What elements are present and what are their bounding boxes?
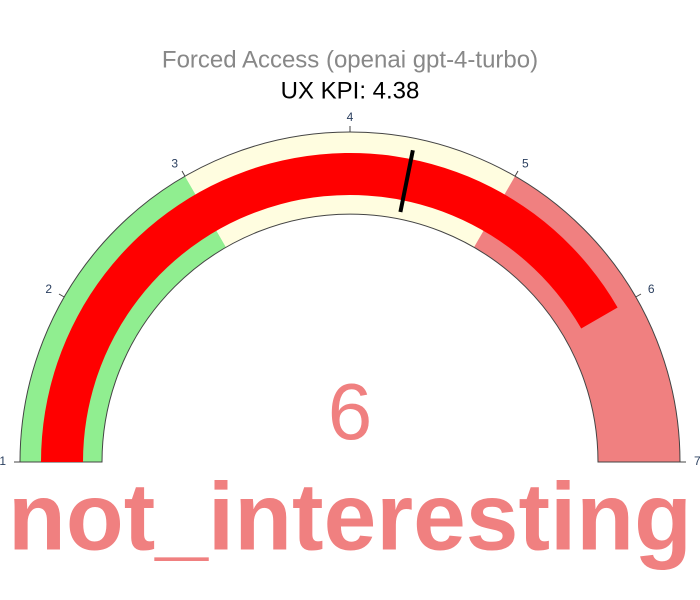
tick-mark bbox=[58, 293, 65, 298]
tick-label: 3 bbox=[171, 156, 178, 170]
tick-label: 7 bbox=[694, 454, 700, 468]
tick-label: 1 bbox=[0, 454, 6, 468]
tick-label: 2 bbox=[45, 282, 52, 296]
gauge-bar bbox=[41, 152, 618, 462]
tick-label: 4 bbox=[347, 110, 354, 124]
tick-label: 6 bbox=[648, 282, 655, 296]
tick-mark bbox=[635, 293, 642, 298]
tick-label: 5 bbox=[522, 156, 529, 170]
tick-mark bbox=[181, 170, 186, 177]
tick-mark bbox=[514, 170, 519, 177]
gauge-label: not_interesting bbox=[8, 463, 692, 570]
chart-subtitle: UX KPI: 4.38 bbox=[281, 77, 420, 104]
gauge-value: 6 bbox=[328, 367, 373, 456]
threshold-line bbox=[398, 149, 415, 213]
chart-title: Forced Access (openai gpt-4-turbo) bbox=[162, 46, 538, 73]
gauge-border bbox=[19, 131, 681, 463]
